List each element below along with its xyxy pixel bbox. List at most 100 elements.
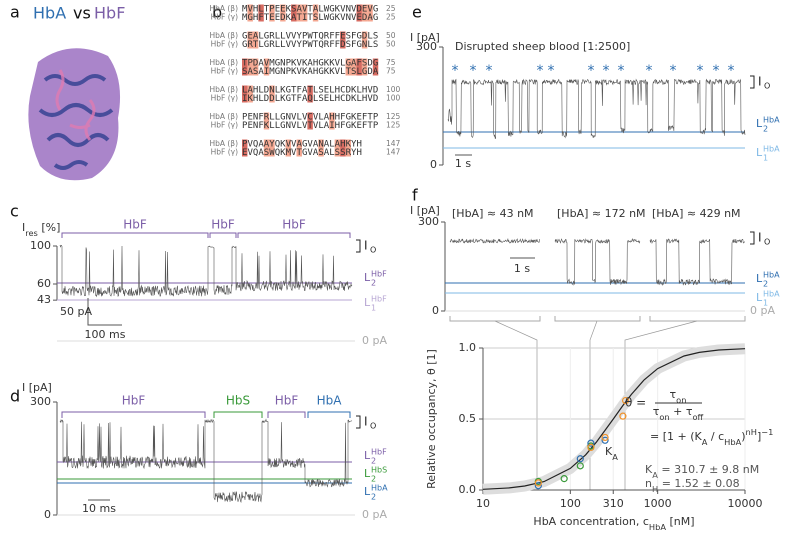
label-part: HbA bbox=[649, 522, 666, 532]
y-tick-label: 0 bbox=[432, 304, 439, 317]
label-part: + τ bbox=[670, 405, 693, 418]
scale-bar bbox=[87, 298, 122, 326]
sequence-number: 50 bbox=[386, 31, 396, 40]
sequence: MVHLTPEEKSAVTALWGKVNVDEVG bbox=[242, 5, 378, 15]
equation: θ = bbox=[625, 396, 646, 410]
level-label: L bbox=[364, 271, 371, 284]
level-superscript: HbA bbox=[763, 271, 780, 280]
label-part: / c bbox=[707, 430, 724, 443]
level-subscript: 1 bbox=[763, 154, 768, 163]
residue-highlight bbox=[285, 139, 292, 157]
open-bracket bbox=[750, 75, 755, 89]
residue-highlight bbox=[356, 4, 362, 22]
sequence-number: 125 bbox=[386, 112, 401, 121]
sequence-name: HbA (β) bbox=[209, 85, 238, 94]
y-tick-label: 0 bbox=[430, 158, 437, 171]
scale-label: 100 ms bbox=[85, 328, 126, 341]
level-superscript: HbF bbox=[371, 448, 387, 457]
label-part: nH bbox=[746, 427, 757, 437]
event-marker: * bbox=[713, 63, 720, 79]
open-subscript: O bbox=[764, 238, 770, 247]
label-part: HbA concentration, c bbox=[533, 515, 649, 528]
sequence: GRTLGRLLVVYPWTQRFFDSFGNLS bbox=[242, 40, 378, 50]
sequence-name: HbF (γ) bbox=[211, 13, 238, 22]
level-label: L bbox=[756, 117, 763, 130]
sequence-number: 100 bbox=[386, 85, 401, 94]
segment-label: HbF bbox=[275, 394, 299, 408]
residue-highlight bbox=[242, 85, 248, 103]
fit-result: KA = 310.7 ± 9.8 nM bbox=[645, 463, 759, 480]
current-trace bbox=[447, 78, 746, 140]
panel-label: d bbox=[10, 387, 20, 406]
sequence-number: 50 bbox=[386, 40, 396, 49]
equation: = [1 + (KA / cHbA)nH]−1 bbox=[650, 427, 773, 447]
residue-highlight bbox=[247, 4, 253, 22]
data-point bbox=[601, 436, 609, 444]
level-subscript: 1 bbox=[371, 304, 376, 313]
segment-label: HbF bbox=[211, 218, 235, 232]
label-part: ] bbox=[757, 430, 761, 443]
segment-label: HbS bbox=[226, 394, 250, 408]
y-tick-label: 0 bbox=[44, 508, 51, 521]
residue-highlight bbox=[340, 139, 346, 157]
sequence-number: 125 bbox=[386, 121, 401, 130]
sequence-name: HbF (γ) bbox=[211, 67, 238, 76]
level-label: L bbox=[364, 449, 371, 462]
sequence: MGHFTEEDKATITSLWGKVNVEDAG bbox=[242, 13, 378, 23]
level-label: L bbox=[364, 296, 371, 309]
panel-label: e bbox=[412, 3, 422, 22]
sequence-name: HbF (γ) bbox=[211, 148, 238, 157]
event-marker: * bbox=[697, 63, 704, 79]
event-marker: * bbox=[470, 63, 477, 79]
sequence: EVQASWQKMVTGVASALSSRYH bbox=[242, 148, 362, 158]
label-part: ) bbox=[741, 430, 745, 443]
plot-frame bbox=[482, 348, 745, 491]
open-bracket bbox=[356, 415, 361, 429]
data-point bbox=[576, 455, 584, 463]
residue-highlight bbox=[296, 4, 302, 22]
level-subscript: 2 bbox=[763, 280, 768, 289]
scale-label: 1 s bbox=[514, 262, 530, 275]
level-label: L bbox=[756, 272, 763, 285]
panel-label: f bbox=[412, 186, 418, 205]
sequence-number: 25 bbox=[386, 13, 396, 22]
panel-label: a bbox=[10, 3, 20, 22]
sequence: GEALGRLLVVYPWTQRFFESFGDLS bbox=[242, 32, 378, 42]
residue-highlight bbox=[361, 4, 368, 22]
y-tick-label: 0.5 bbox=[459, 412, 477, 425]
level-superscript: HbA bbox=[371, 484, 388, 493]
level-superscript: HbA bbox=[763, 145, 780, 154]
residue-highlight bbox=[301, 4, 308, 22]
event-marker: * bbox=[588, 63, 595, 79]
residue-highlight bbox=[345, 58, 351, 76]
level-superscript: HbS bbox=[371, 466, 387, 475]
event-marker: * bbox=[548, 63, 555, 79]
event-marker: * bbox=[603, 63, 610, 79]
level-superscript: HbF bbox=[371, 270, 387, 279]
sequence: TPDAVMGNPKVKAHGKKVLGAFSDG bbox=[242, 59, 378, 69]
residue-highlight bbox=[247, 58, 253, 76]
residue-highlight bbox=[247, 31, 253, 49]
sequence-name: HbF (γ) bbox=[211, 121, 238, 130]
level-subscript: 1 bbox=[763, 299, 768, 308]
label-part: K bbox=[645, 463, 653, 476]
residue-highlight bbox=[296, 139, 302, 157]
residue-highlight bbox=[307, 85, 313, 103]
level-subscript: 2 bbox=[371, 475, 376, 484]
title-hbf: HbF bbox=[94, 4, 125, 23]
y-tick-label: 300 bbox=[30, 395, 51, 408]
residue-highlight bbox=[334, 139, 341, 157]
panel-label: c bbox=[10, 202, 19, 221]
current-trace bbox=[449, 238, 540, 244]
label-part: τ bbox=[670, 388, 677, 401]
level-label: L bbox=[756, 146, 763, 159]
sequence-number: 25 bbox=[386, 4, 396, 13]
scale-label: 10 ms bbox=[82, 502, 116, 515]
fit-result: nH = 1.52 ± 0.08 bbox=[645, 477, 740, 494]
y-axis-label: I [pA] bbox=[410, 31, 440, 44]
sequence-number: 147 bbox=[386, 139, 401, 148]
level-label: L bbox=[364, 467, 371, 480]
residue-highlight bbox=[269, 4, 275, 22]
data-point bbox=[576, 462, 584, 470]
